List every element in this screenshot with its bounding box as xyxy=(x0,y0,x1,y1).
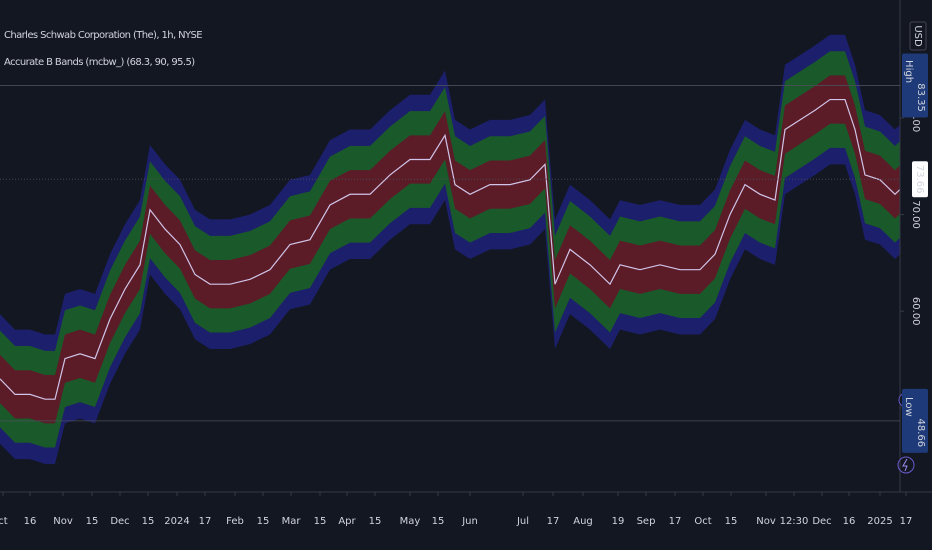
x-tick-label: Nov xyxy=(53,516,73,527)
x-tick-label: 16 xyxy=(24,516,37,527)
x-tick-label: Dec xyxy=(812,516,831,527)
x-tick-label: Dec xyxy=(110,516,129,527)
marker-name: High xyxy=(903,60,914,83)
y-tick-label: 70.00 xyxy=(910,200,921,229)
bolt-icon[interactable] xyxy=(897,456,915,474)
x-tick-label: Mar xyxy=(282,516,302,527)
x-tick-label: 17 xyxy=(900,516,913,527)
marker-box xyxy=(902,53,928,118)
indicator-label: Accurate B Bands (mcbw_) (68.3, 90, 95.5… xyxy=(4,57,195,68)
band xyxy=(0,75,900,424)
x-tick-label: 19 xyxy=(612,516,625,527)
y-tick-label: 60.00 xyxy=(910,297,921,326)
x-tick-label: 15 xyxy=(257,516,270,527)
x-tick-label: 17 xyxy=(547,516,560,527)
currency-box[interactable] xyxy=(909,21,927,51)
x-tick-label: 15 xyxy=(369,516,382,527)
x-tick-label: Aug xyxy=(573,516,593,527)
marker-name: Low xyxy=(903,397,914,417)
x-tick-label: Apr xyxy=(338,516,356,527)
x-tick-label: 12:30 xyxy=(780,516,809,527)
marker-box xyxy=(902,388,928,453)
x-tick-label: Jun xyxy=(461,516,478,527)
x-tick-label: 15 xyxy=(142,516,155,527)
x-tick-label: 15 xyxy=(432,516,445,527)
x-tick-label: 16 xyxy=(843,516,856,527)
marker-value: 83.35 xyxy=(915,83,926,112)
x-tick-label: Sep xyxy=(637,516,656,527)
x-tick-label: ct xyxy=(0,516,8,527)
x-tick-label: 17 xyxy=(199,516,212,527)
currency: USD xyxy=(912,25,923,47)
x-tick-label: 2024 xyxy=(164,516,189,527)
x-tick-label: 15 xyxy=(86,516,99,527)
x-tick-label: Feb xyxy=(226,516,244,527)
marker-value: 48.66 xyxy=(915,419,926,448)
y-tick-label: 80.00 xyxy=(910,104,921,133)
x-tick-label: Nov xyxy=(756,516,776,527)
x-tick-label: Jul xyxy=(516,516,529,527)
x-tick-label: 2025 xyxy=(867,516,892,527)
x-tick-label: Oct xyxy=(694,516,711,527)
x-tick-label: May xyxy=(400,516,421,527)
bolt-glyph xyxy=(902,458,908,472)
chart-title: Charles Schwab Corporation (The), 1h, NY… xyxy=(4,30,202,41)
price-line xyxy=(0,98,900,400)
x-tick-label: 17 xyxy=(669,516,682,527)
x-tick-label: 15 xyxy=(314,516,327,527)
x-tick-label: 15 xyxy=(725,516,738,527)
last-price-label: 73.66 xyxy=(914,165,925,194)
last-price-box xyxy=(912,161,928,198)
